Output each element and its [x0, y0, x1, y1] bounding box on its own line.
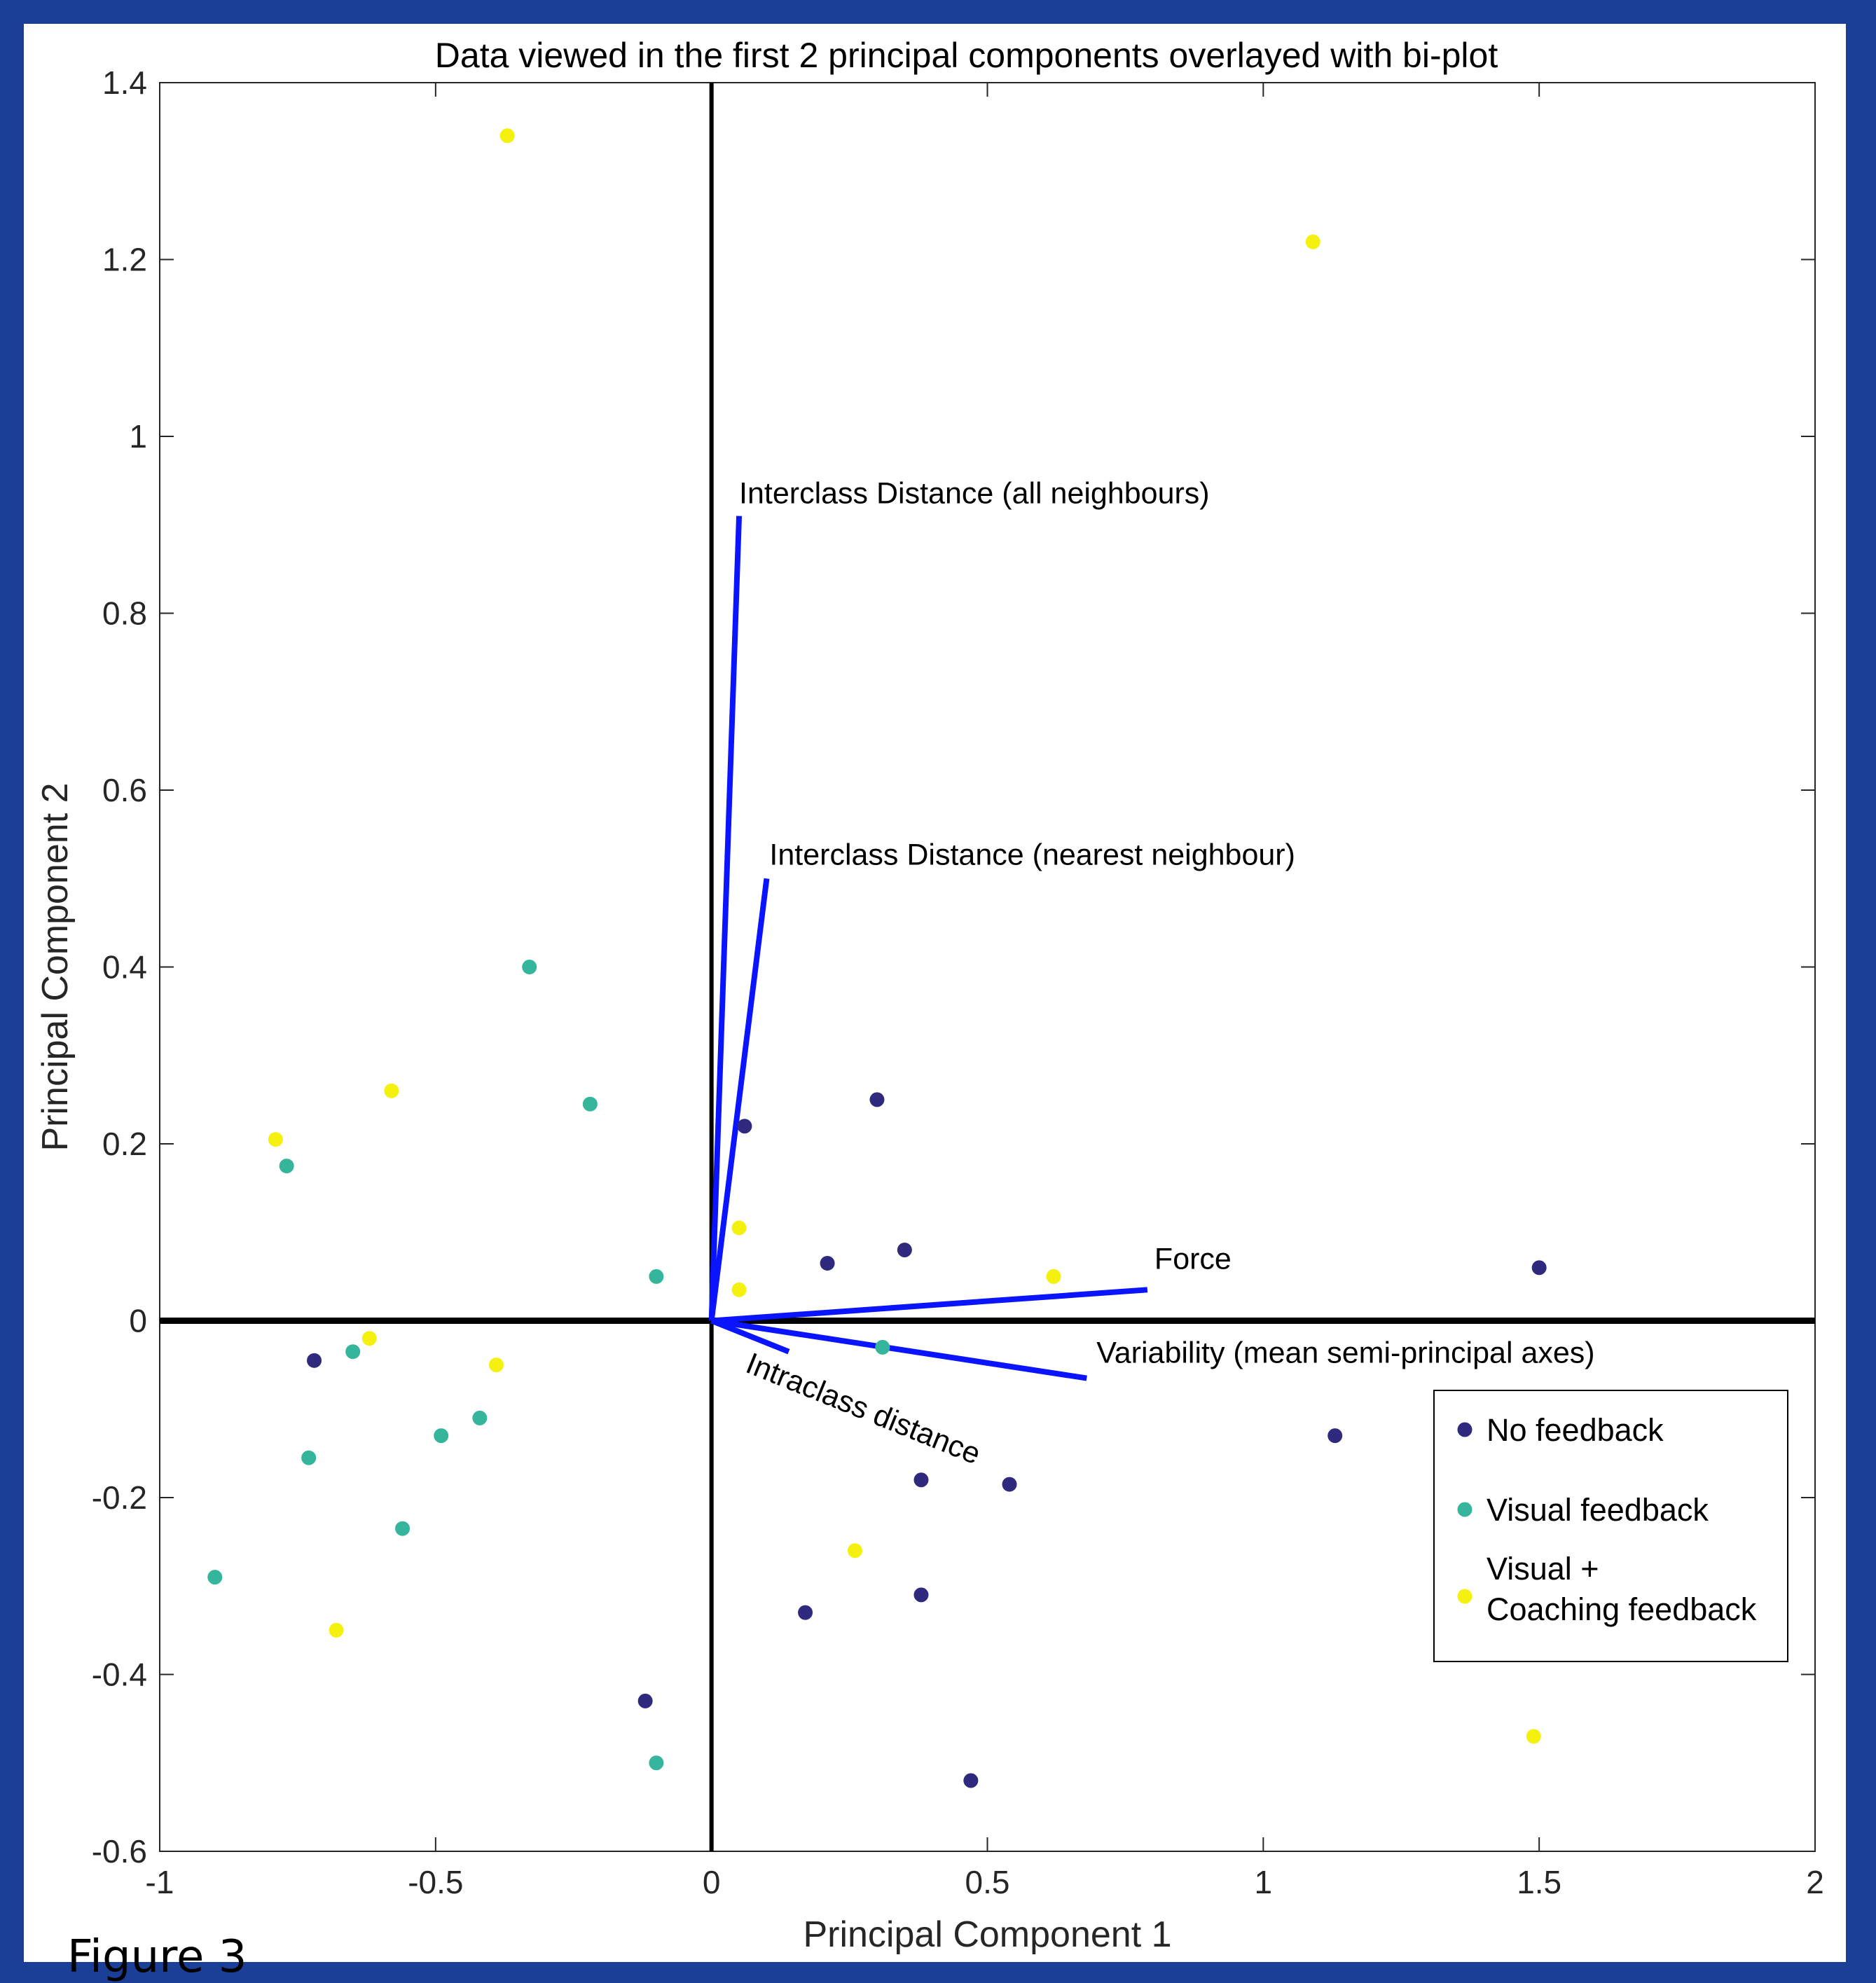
data-point [875, 1339, 890, 1355]
legend-marker [1457, 1589, 1472, 1604]
data-point [384, 1083, 399, 1098]
biplot-vector-label: Force [1154, 1242, 1232, 1276]
y-tick-label: 1 [129, 418, 147, 455]
data-point [1327, 1428, 1343, 1444]
biplot-vector [711, 1287, 1148, 1324]
data-point [1305, 234, 1320, 249]
data-point [1046, 1269, 1061, 1284]
figure-caption: Figure 3 [67, 1931, 247, 1983]
biplot-vector-label: Intraclass distance [741, 1346, 985, 1471]
legend-label: Visual + [1487, 1551, 1599, 1587]
data-point [963, 1773, 979, 1788]
data-point [279, 1159, 294, 1174]
data-point [649, 1755, 664, 1771]
data-point [820, 1255, 835, 1271]
chart-title: Data viewed in the first 2 principal com… [435, 36, 1498, 75]
figure-panel: -1 -0.5 0 0.5 1 1.5 2 -0.6 -0.4 -0.2 0 0.2 0.4 0.6 0.8… [24, 24, 1846, 1979]
data-point [345, 1344, 361, 1360]
data-point [649, 1269, 664, 1284]
y-tick-label: 0.2 [102, 1126, 147, 1162]
data-point [582, 1096, 598, 1112]
data-point [731, 1282, 747, 1297]
data-point [472, 1410, 488, 1425]
y-tick-label: 0.4 [102, 949, 147, 986]
biplot-vector [708, 878, 770, 1321]
data-point [499, 128, 515, 144]
biplot-vector-label: Interclass Distance (all neighbours) [739, 477, 1210, 511]
data-point [361, 1331, 377, 1346]
y-axis-title: Principal Component 2 [35, 782, 76, 1151]
legend-marker [1457, 1422, 1472, 1437]
data-point [913, 1472, 929, 1488]
legend-box [1433, 1390, 1788, 1662]
pca-biplot-chart: -1 -0.5 0 0.5 1 1.5 2 -0.6 -0.4 -0.2 0 0.2 0.4 0.6 0.8… [35, 36, 1824, 1955]
data-point [434, 1428, 449, 1444]
x-axis-title: Principal Component 1 [803, 1914, 1171, 1955]
x-tick-label: 2 [1806, 1864, 1824, 1900]
data-point [1002, 1477, 1017, 1492]
data-point [913, 1587, 929, 1603]
data-point [488, 1357, 504, 1373]
data-point [1526, 1729, 1541, 1744]
data-point [307, 1353, 322, 1368]
data-point [637, 1693, 653, 1708]
data-point [869, 1092, 885, 1107]
biplot-vector-label: Interclass Distance (nearest neighbour) [769, 838, 1295, 871]
data-point [329, 1622, 344, 1638]
x-tick-label: 0 [703, 1864, 721, 1900]
data-point [737, 1119, 752, 1134]
y-tick-label: -0.2 [92, 1479, 147, 1516]
data-point [395, 1521, 411, 1536]
data-point [847, 1543, 862, 1559]
biplot-vector [710, 1318, 790, 1355]
x-tick-label: -0.5 [408, 1864, 463, 1900]
data-point [207, 1570, 223, 1585]
y-tick-label: 0 [129, 1303, 147, 1339]
biplot-vector [708, 516, 743, 1321]
data-point [301, 1450, 317, 1465]
data-point [522, 960, 537, 974]
x-tick-label: 1 [1255, 1864, 1273, 1900]
data-point [268, 1132, 283, 1147]
data-point [1531, 1260, 1547, 1276]
biplot-vector [711, 1318, 1087, 1381]
data-point [731, 1220, 747, 1236]
y-tick-label: 1.4 [102, 64, 147, 101]
y-tick-label: -0.6 [92, 1833, 147, 1870]
biplot-vector-label: Variability (mean semi-principal axes) [1096, 1336, 1594, 1370]
y-tick-label: 0.6 [102, 772, 147, 808]
legend-marker [1457, 1502, 1472, 1517]
data-point [897, 1243, 912, 1257]
legend-label: Coaching feedback [1487, 1591, 1757, 1627]
legend-label: Visual feedback [1487, 1492, 1709, 1528]
y-tick-label: 0.8 [102, 595, 147, 632]
legend-label: No feedback [1487, 1412, 1664, 1448]
y-tick-label: -0.4 [92, 1657, 147, 1693]
x-tick-label: 1.5 [1517, 1864, 1561, 1900]
data-point [798, 1605, 813, 1620]
x-tick-label: 0.5 [965, 1864, 1010, 1900]
y-tick-label: 1.2 [102, 242, 147, 278]
x-tick-label: -1 [146, 1864, 174, 1900]
